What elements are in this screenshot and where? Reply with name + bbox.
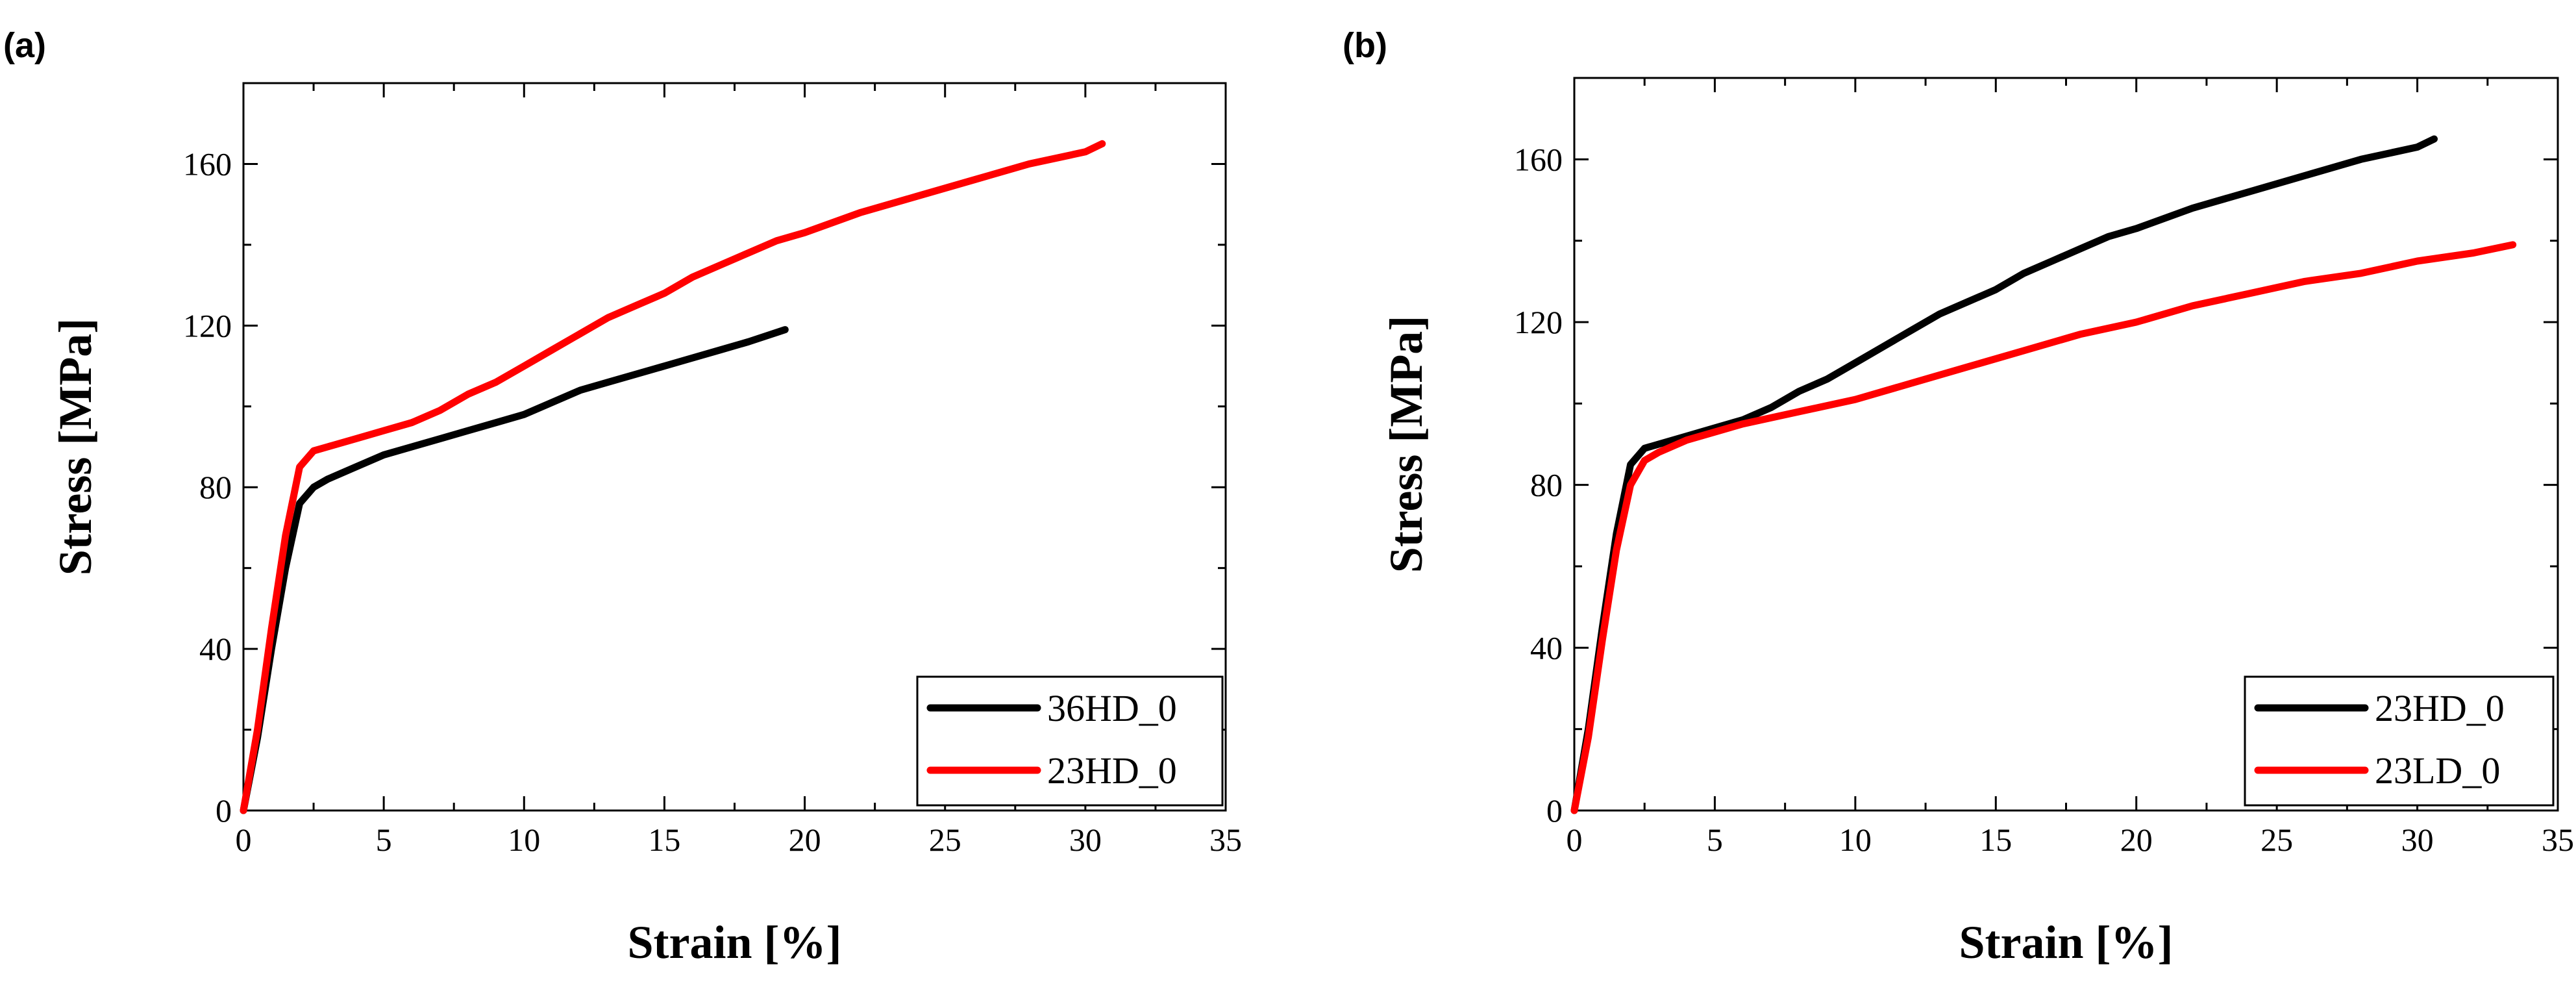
panel-b: (b) 0 5 10 15 20 25 30 35 0 40 80 120 160 Strain [%] St… (1343, 26, 2574, 968)
legend-label: 23HD_0 (2375, 687, 2505, 729)
panel-label: (b) (1343, 26, 1387, 65)
y-axis-title: Stress [MPa] (49, 318, 101, 576)
legend-label: 36HD_0 (1047, 687, 1177, 729)
y-tick-label: 0 (216, 792, 232, 829)
y-tick-label: 80 (1530, 467, 1563, 503)
x-tick-label: 15 (648, 822, 680, 858)
y-axis-title: Stress [MPa] (1380, 316, 1432, 573)
series-line-36hd-0 (240, 326, 789, 814)
x-tick-label: 20 (2120, 822, 2153, 858)
series-line-23ld-0 (1570, 241, 2517, 814)
x-tick-label: 15 (1979, 822, 2012, 858)
series-line-23hd-0 (1570, 135, 2438, 814)
y-tick-label: 0 (1546, 792, 1563, 829)
x-tick-label: 30 (1069, 822, 1102, 858)
y-tick-label: 40 (1530, 629, 1563, 666)
y-tick-label: 120 (183, 307, 232, 344)
x-axis-title: Strain [%] (1959, 916, 2174, 968)
y-tick-label: 40 (199, 631, 232, 667)
x-tick-label: 0 (236, 822, 252, 858)
y-tick-label: 120 (1514, 304, 1563, 340)
x-axis-title: Strain [%] (628, 916, 842, 968)
x-tick-label: 10 (508, 822, 540, 858)
y-tick-label: 160 (1514, 141, 1563, 177)
x-tick-label: 35 (1209, 822, 1242, 858)
x-tick-label: 5 (376, 822, 392, 858)
panel-label: (a) (3, 26, 46, 65)
legend-label: 23LD_0 (2375, 749, 2500, 792)
x-tick-label: 30 (2401, 822, 2434, 858)
x-tick-label: 0 (1567, 822, 1583, 858)
y-tick-label: 160 (183, 145, 232, 182)
x-tick-label: 10 (1839, 822, 1872, 858)
legend-box (916, 675, 1224, 807)
x-tick-label: 20 (789, 822, 821, 858)
panel-a: (a) 0 5 10 15 20 25 30 35 0 40 80 120 160 Strain [%] St… (3, 26, 1242, 968)
x-tick-label: 25 (2260, 822, 2293, 858)
y-tick-label: 80 (199, 469, 232, 505)
x-tick-label: 35 (2542, 822, 2574, 858)
x-tick-label: 5 (1707, 822, 1723, 858)
series-line-23hd-0 (240, 140, 1106, 814)
x-tick-label: 25 (929, 822, 961, 858)
legend-label: 23HD_0 (1047, 749, 1177, 792)
legend-box (2244, 675, 2555, 807)
